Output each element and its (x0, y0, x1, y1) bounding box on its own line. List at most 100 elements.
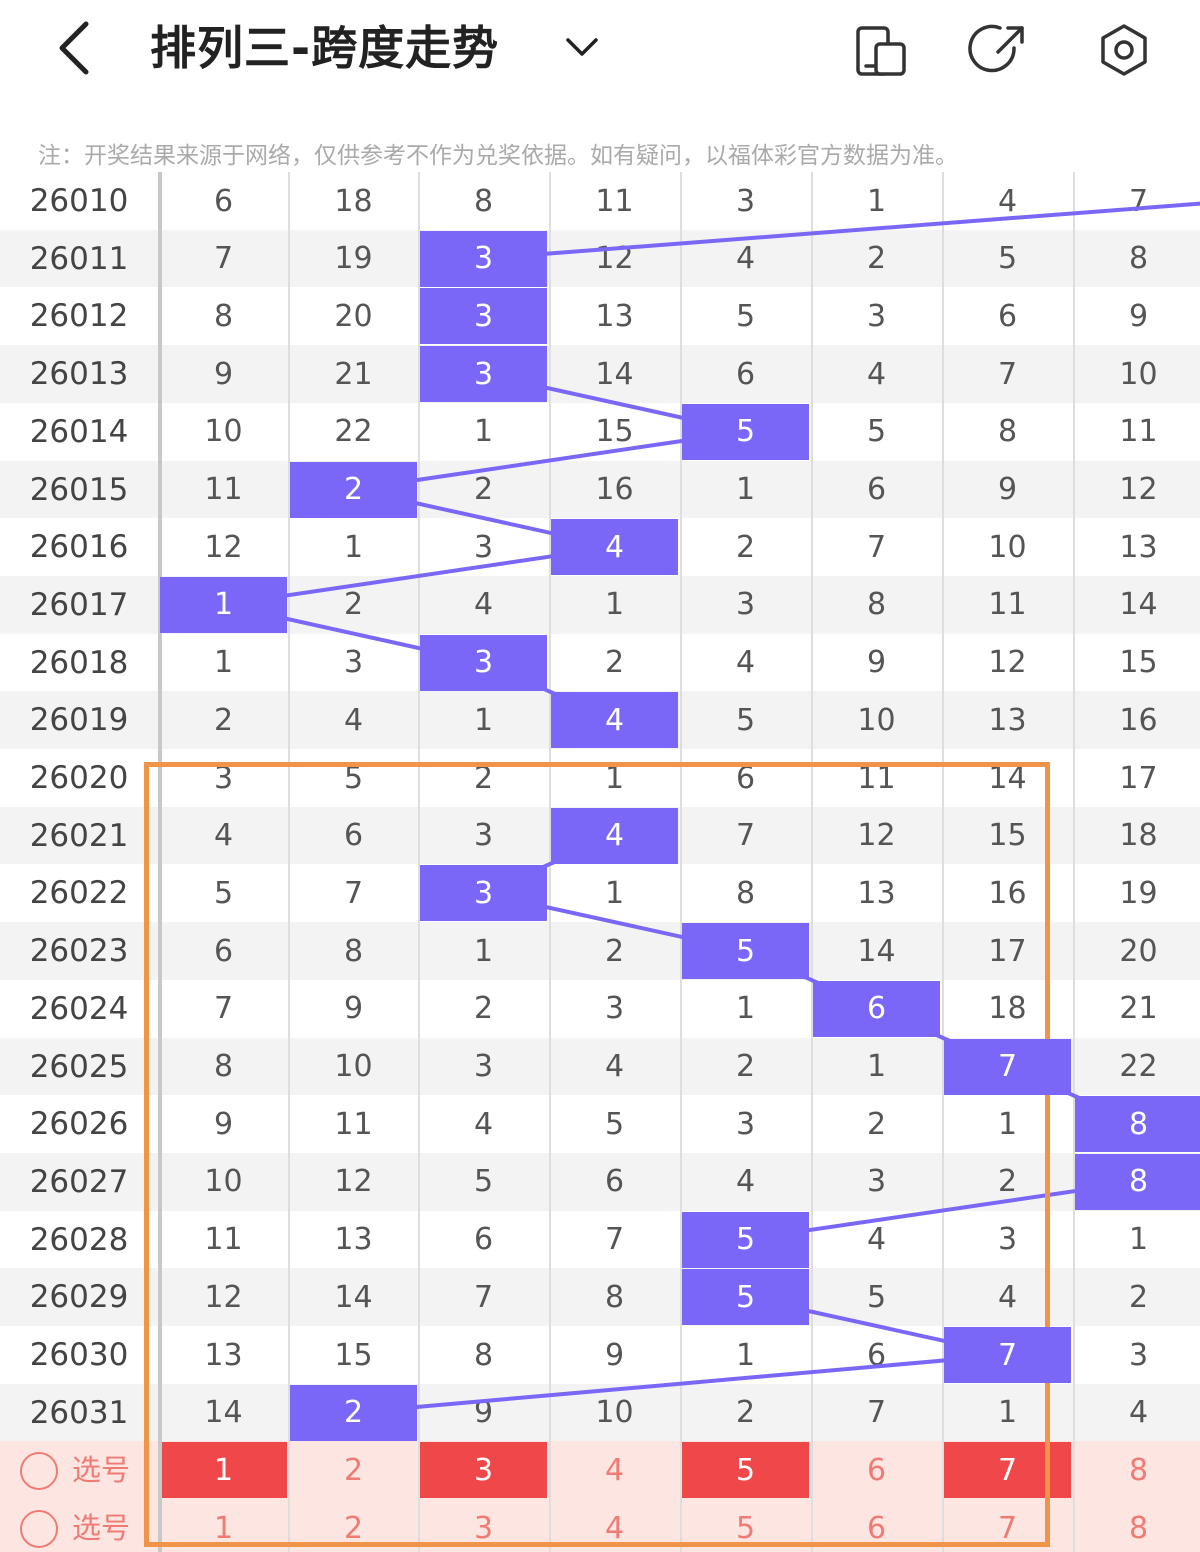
span-hit-cell: 7 (944, 1038, 1071, 1095)
table-row: 26026 9 11 4 5 3 2 1 8 (0, 1095, 1200, 1154)
omission-cell: 4 (997, 183, 1018, 219)
select-number-button[interactable]: 4 (604, 1510, 625, 1546)
omission-cell: 19 (1119, 875, 1158, 911)
omission-cell: 2 (866, 241, 887, 277)
select-number-button[interactable]: 1 (213, 1510, 234, 1546)
select-number-button[interactable]: 6 (866, 1510, 887, 1546)
select-number-button[interactable]: 2 (343, 1510, 364, 1546)
table-row: 26017 1 2 4 1 3 8 11 14 (0, 575, 1200, 634)
table-row: 26018 1 3 3 2 4 9 12 15 (0, 633, 1200, 692)
issue-number: 26030 (29, 1337, 129, 1373)
select-number-button[interactable]: 8 (1128, 1452, 1149, 1488)
omission-cell: 11 (204, 1222, 243, 1258)
span-hit-cell: 6 (813, 980, 940, 1037)
span-hit-cell: 1 (160, 576, 287, 633)
omission-cell: 9 (997, 472, 1018, 507)
app-header: 排列三-跨度走势 (0, 0, 1200, 110)
table-row: 26012 8 20 3 13 5 3 6 9 (0, 287, 1200, 346)
chevron-down-icon[interactable] (560, 24, 604, 68)
omission-cell: 11 (334, 1106, 373, 1142)
omission-cell: 6 (735, 356, 756, 392)
select-label: 选号 (72, 1453, 131, 1488)
issue-number: 26026 (29, 1106, 129, 1143)
issue-number: 26023 (29, 933, 129, 970)
omission-cell: 1 (604, 760, 625, 796)
span-hit-cell: 3 (420, 230, 547, 287)
issue-number: 26010 (29, 183, 129, 219)
issue-number: 26017 (29, 586, 129, 623)
select-number-button[interactable]: 3 (473, 1510, 494, 1546)
select-toggle-icon[interactable] (20, 1510, 58, 1549)
omission-cell: 13 (204, 1337, 243, 1373)
table-row: 26015 11 2 2 16 1 6 9 12 (0, 460, 1200, 519)
page-title[interactable]: 排列三-跨度走势 (150, 21, 500, 75)
omission-cell: 13 (595, 298, 634, 334)
omission-cell: 10 (857, 702, 896, 738)
omission-cell: 7 (213, 991, 234, 1027)
omission-cell: 15 (988, 818, 1027, 854)
span-hit-cell: 5 (682, 923, 809, 980)
column-divider (418, 172, 420, 1552)
select-number-button[interactable]: 3 (420, 1442, 547, 1499)
omission-cell: 7 (997, 356, 1018, 392)
omission-cell: 13 (1119, 529, 1158, 565)
omission-cell: 9 (1128, 298, 1149, 334)
omission-cell: 12 (334, 1164, 373, 1200)
span-hit-cell: 7 (944, 1327, 1071, 1383)
span-hit-cell: 3 (420, 634, 547, 691)
span-hit-cell: 3 (420, 346, 547, 403)
column-divider (158, 172, 162, 1552)
omission-cell: 5 (604, 1106, 625, 1142)
omission-cell: 4 (473, 587, 494, 623)
select-number-button[interactable]: 2 (343, 1452, 364, 1488)
back-icon[interactable] (48, 16, 108, 80)
issue-number: 26012 (29, 298, 129, 335)
omission-cell: 7 (735, 818, 756, 854)
span-hit-cell: 8 (1075, 1096, 1200, 1153)
select-number-button[interactable]: 6 (866, 1452, 887, 1488)
select-number-button[interactable]: 7 (997, 1510, 1018, 1546)
omission-cell: 2 (735, 529, 756, 565)
omission-cell: 8 (343, 933, 364, 969)
span-hit-cell: 5 (682, 1269, 809, 1326)
issue-number: 26028 (29, 1221, 129, 1258)
omission-cell: 13 (857, 875, 896, 911)
omission-cell: 3 (735, 183, 756, 219)
omission-cell: 7 (213, 241, 234, 277)
issue-number: 26021 (29, 817, 129, 854)
omission-cell: 20 (1119, 933, 1158, 969)
span-hit-cell: 3 (420, 288, 547, 345)
select-number-button[interactable]: 5 (682, 1442, 809, 1499)
issue-number: 26019 (29, 702, 129, 739)
select-number-button[interactable]: 4 (604, 1452, 625, 1488)
omission-cell: 18 (334, 183, 373, 219)
omission-cell: 12 (204, 1279, 243, 1315)
settings-icon[interactable] (1092, 18, 1156, 82)
disclaimer-note: 注：开奖结果来源于网络，仅供参考不作为兑奖依据。如有疑问，以福体彩官方数据为准。 (38, 143, 958, 169)
omission-cell: 6 (997, 298, 1018, 334)
issue-number: 26029 (29, 1279, 129, 1316)
table-row: 26016 12 1 3 4 2 7 10 13 (0, 518, 1200, 577)
omission-cell: 9 (866, 645, 887, 681)
issue-number: 26024 (29, 990, 129, 1027)
select-toggle-icon[interactable] (20, 1452, 58, 1491)
span-hit-cell: 4 (551, 807, 678, 864)
span-hit-cell: 2 (290, 1384, 417, 1441)
select-number-button[interactable]: 8 (1128, 1510, 1149, 1546)
omission-cell: 1 (866, 183, 887, 219)
omission-cell: 2 (866, 1106, 887, 1142)
device-icon[interactable] (848, 18, 912, 82)
select-number-button[interactable]: 5 (735, 1510, 756, 1546)
issue-number: 26011 (29, 240, 129, 277)
omission-cell: 6 (604, 1164, 625, 1200)
omission-cell: 2 (735, 1049, 756, 1084)
omission-cell: 2 (473, 991, 494, 1027)
omission-cell: 3 (1128, 1337, 1149, 1373)
issue-number: 26020 (29, 760, 129, 796)
omission-cell: 3 (473, 529, 494, 565)
omission-cell: 5 (997, 241, 1018, 277)
omission-cell: 12 (857, 818, 896, 854)
omission-cell: 4 (866, 356, 887, 392)
share-icon[interactable] (968, 18, 1032, 82)
select-number-button[interactable]: 1 (160, 1442, 287, 1499)
